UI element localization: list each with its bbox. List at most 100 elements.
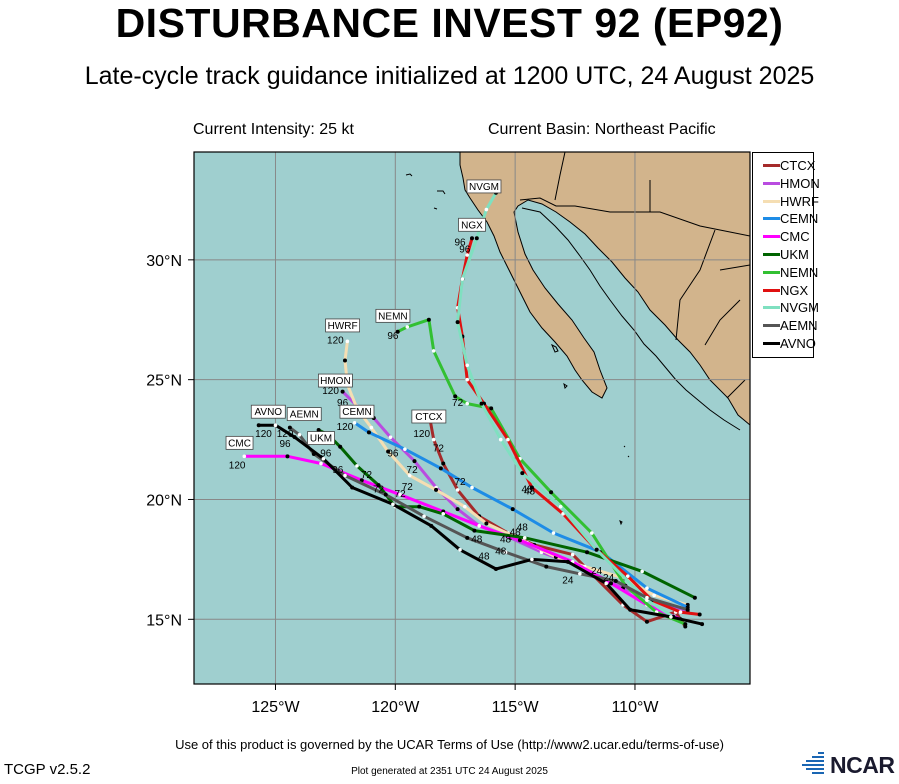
track-point <box>441 461 446 466</box>
track-point <box>319 461 323 466</box>
track-point <box>470 236 474 241</box>
model-label-avno: AVNO <box>250 404 286 419</box>
track-aemn <box>287 425 690 612</box>
plot-generated: Plot generated at 2351 UTC 24 August 202… <box>351 766 548 777</box>
track-point <box>683 622 688 627</box>
track-point <box>338 444 343 449</box>
model-label-ctcx: CTCX <box>411 409 447 424</box>
tau-label: 48 <box>524 487 536 498</box>
legend-label: CEMN <box>780 211 819 227</box>
track-point <box>417 504 422 509</box>
current-intensity: Current Intensity: 25 kt <box>193 121 354 138</box>
legend-label: NVGM <box>780 300 819 316</box>
model-label-text: NGX <box>461 220 483 231</box>
legend-swatch <box>763 253 780 256</box>
model-label-ukm: UKM <box>307 431 335 445</box>
tau-label: 120 <box>229 460 246 471</box>
track-point <box>565 559 570 564</box>
tau-label: 120 <box>327 336 344 347</box>
axis-ticks: 125°W 120°W 115°W 110°W 30°N 25°N 20°N 15°N <box>146 253 659 716</box>
track-point <box>529 485 534 490</box>
tau-label: 72 <box>395 489 407 500</box>
track-point <box>645 586 649 590</box>
tau-label: 72 <box>361 470 373 481</box>
tau-label: 120 <box>322 386 339 397</box>
tau-label: 48 <box>495 547 507 558</box>
track-point <box>472 528 477 533</box>
tau-label: 24 <box>603 573 615 584</box>
tau-label: 96 <box>337 398 349 409</box>
legend-item-ctcx: CTCX <box>753 157 815 174</box>
model-tracks <box>242 190 705 629</box>
model-label-hwrf: HWRF <box>325 318 360 333</box>
model-label-box <box>458 217 486 232</box>
model-label-aemn: AEMN <box>286 407 322 422</box>
track-point <box>604 581 609 586</box>
track-point <box>465 253 470 257</box>
legend-swatch <box>763 342 780 345</box>
legend-swatch <box>763 306 780 310</box>
track-point <box>489 406 494 411</box>
track-point <box>460 277 465 281</box>
track-point <box>453 394 458 399</box>
tau-label: 72 <box>433 444 445 455</box>
legend-item-cemn: CEMN <box>753 210 818 227</box>
model-label-box <box>466 179 502 194</box>
model-label-box <box>339 404 375 419</box>
tau-label: 72 <box>452 398 464 409</box>
track-point <box>350 485 355 490</box>
legend-swatch <box>763 199 780 203</box>
legend-label: CMC <box>780 229 810 245</box>
tau-label: 72 <box>454 477 466 488</box>
track-point <box>376 483 381 488</box>
tau-label: 120 <box>277 429 294 440</box>
legend-swatch <box>763 164 780 167</box>
version-label: TCGP v2.5.2 <box>4 761 91 778</box>
page-subtitle: Late-cycle track guidance initialized at… <box>84 62 815 90</box>
tau-label: 72 <box>402 482 414 493</box>
track-point <box>479 401 484 406</box>
model-label-nemn: NEMN <box>375 308 411 323</box>
track-point <box>465 401 470 406</box>
x-tick-label: 115°W <box>492 699 540 716</box>
track-point <box>434 487 439 492</box>
model-label-text: AVNO <box>254 407 282 418</box>
track-point <box>558 504 563 509</box>
current-basin: Current Basin: Northeast Pacific <box>488 121 716 138</box>
legend-label: NGX <box>780 282 809 298</box>
track-point <box>285 454 290 459</box>
tau-label: 24 <box>562 575 574 586</box>
track-point <box>692 595 697 600</box>
track-point <box>570 552 575 557</box>
track-point <box>297 432 302 437</box>
model-label-box <box>286 407 322 422</box>
track-point <box>316 427 321 432</box>
legend-label: UKM <box>780 247 809 262</box>
legend-item-hwrf: HWRF <box>753 193 819 210</box>
track-point <box>407 473 412 478</box>
model-label-ngx: NGX <box>458 217 486 232</box>
border-lines <box>519 152 750 399</box>
track-point <box>386 449 391 454</box>
legend-swatch <box>763 270 780 274</box>
ncar-logo-mark-icon <box>802 752 824 774</box>
islands <box>405 173 630 526</box>
track-point <box>366 430 371 435</box>
track-line-cemn <box>353 421 690 609</box>
legend-swatch <box>763 181 780 185</box>
legend-label: AVNO <box>780 336 816 351</box>
tau-label: 96 <box>459 245 471 256</box>
model-label-hmon: HMON <box>317 373 353 388</box>
track-point <box>506 437 510 442</box>
track-point <box>522 536 527 540</box>
tau-label: 96 <box>332 465 344 476</box>
legend-item-ukm: UKM <box>753 246 813 263</box>
track-point <box>465 363 470 368</box>
track-point <box>645 595 649 600</box>
track-point <box>455 507 460 512</box>
track-point <box>431 437 436 442</box>
track-point <box>403 447 407 451</box>
track-point <box>609 581 613 586</box>
tau-label: 48 <box>478 551 490 562</box>
